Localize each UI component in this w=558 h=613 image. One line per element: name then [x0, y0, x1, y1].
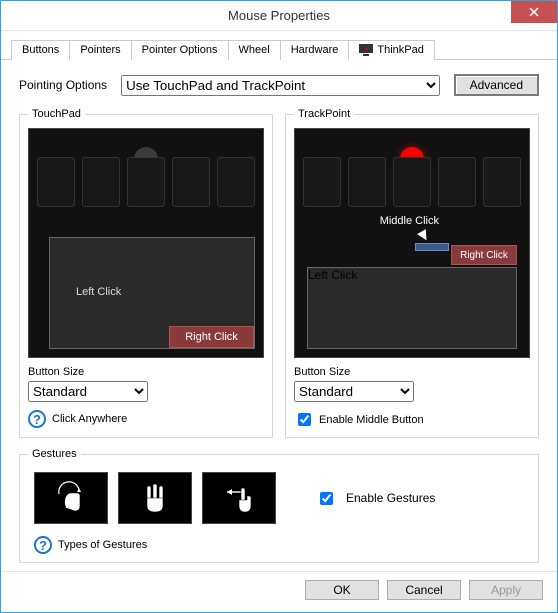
thinkpad-icon	[359, 44, 373, 56]
types-of-gestures-label: Types of Gestures	[58, 539, 147, 551]
apply-button[interactable]: Apply	[469, 580, 543, 600]
right-click-region: Right Click	[169, 326, 254, 348]
window-frame: Mouse Properties Buttons Pointers Pointe…	[0, 0, 558, 613]
touchpad-help-row[interactable]: ? Click Anywhere	[28, 410, 264, 428]
advanced-button[interactable]: Advanced	[454, 74, 539, 96]
enable-gestures-checkbox[interactable]	[320, 492, 333, 505]
device-columns: TouchPad Left Click Right Click	[19, 108, 539, 438]
gesture-three-finger-icon	[118, 472, 192, 524]
left-click-label: Left Click	[76, 286, 121, 298]
middle-click-label: Middle Click	[380, 215, 439, 227]
key	[82, 157, 120, 207]
touchpad-surface: Left Click Right Click	[49, 237, 255, 349]
enable-middle-checkbox[interactable]	[298, 413, 311, 426]
help-icon: ?	[28, 410, 46, 428]
key	[217, 157, 255, 207]
trackpoint-group: TrackPoint Middle Click Right Click	[285, 108, 539, 438]
gestures-legend: Gestures	[28, 448, 81, 460]
touchpad-button-size-select[interactable]: Standard	[28, 381, 148, 402]
key	[348, 157, 386, 207]
middle-button-region	[415, 243, 449, 251]
window-title: Mouse Properties	[1, 8, 557, 23]
key	[483, 157, 521, 207]
key	[37, 157, 75, 207]
close-icon	[529, 7, 539, 17]
gesture-row: Enable Gestures	[28, 468, 530, 528]
enable-middle-label: Enable Middle Button	[319, 414, 424, 426]
arrow-icon	[417, 229, 431, 243]
gesture-swipe-icon	[202, 472, 276, 524]
touchpad-button-size-label: Button Size	[28, 366, 84, 378]
keyboard-row	[295, 157, 529, 217]
trackpoint-pad: Left Click	[307, 267, 517, 349]
pointing-options-row: Pointing Options Use TouchPad and TrackP…	[19, 74, 539, 96]
key	[393, 157, 431, 207]
help-icon: ?	[34, 536, 52, 554]
tab-strip: Buttons Pointers Pointer Options Wheel H…	[1, 31, 557, 60]
titlebar[interactable]: Mouse Properties	[1, 1, 557, 31]
tab-pointers[interactable]: Pointers	[69, 40, 131, 60]
dialog-buttons: OK Cancel Apply	[1, 571, 557, 612]
trackpoint-legend: TrackPoint	[294, 108, 354, 120]
tab-buttons[interactable]: Buttons	[11, 40, 70, 60]
cancel-button[interactable]: Cancel	[387, 580, 461, 600]
touchpad-controls: Button Size Standard ? Click Anywhere	[28, 364, 264, 428]
tab-thinkpad-label: ThinkPad	[377, 44, 423, 56]
tab-hardware[interactable]: Hardware	[280, 40, 350, 60]
key	[438, 157, 476, 207]
gestures-help-row[interactable]: ? Types of Gestures	[34, 536, 530, 554]
trackpoint-right-click-region: Right Click	[451, 245, 517, 265]
pointing-options-select[interactable]: Use TouchPad and TrackPoint	[121, 75, 440, 96]
tab-thinkpad[interactable]: ThinkPad	[348, 40, 434, 60]
key	[303, 157, 341, 207]
trackpoint-button-size-label: Button Size	[294, 366, 350, 378]
enable-middle-row: Enable Middle Button	[294, 410, 530, 429]
trackpoint-left-click-label: Left Click	[308, 268, 516, 282]
gesture-rotate-icon	[34, 472, 108, 524]
pointing-options-label: Pointing Options	[19, 78, 107, 92]
enable-gestures-label: Enable Gestures	[346, 491, 435, 505]
key	[127, 157, 165, 207]
ok-button[interactable]: OK	[305, 580, 379, 600]
trackpoint-button-size-select[interactable]: Standard	[294, 381, 414, 402]
tab-wheel[interactable]: Wheel	[228, 40, 281, 60]
key	[172, 157, 210, 207]
trackpoint-preview: Middle Click Right Click Left Click	[294, 128, 530, 358]
close-button[interactable]	[511, 1, 557, 23]
click-anywhere-label: Click Anywhere	[52, 413, 127, 425]
touchpad-legend: TouchPad	[28, 108, 85, 120]
touchpad-preview: Left Click Right Click	[28, 128, 264, 358]
tab-content: Pointing Options Use TouchPad and TrackP…	[1, 60, 557, 571]
gestures-group: Gestures Enable Gestures ? Types of Gest…	[19, 448, 539, 563]
touchpad-group: TouchPad Left Click Right Click	[19, 108, 273, 438]
tab-pointer-options[interactable]: Pointer Options	[131, 40, 229, 60]
keyboard-row	[29, 157, 263, 217]
trackpoint-controls: Button Size Standard Enable Middle Butto…	[294, 364, 530, 429]
